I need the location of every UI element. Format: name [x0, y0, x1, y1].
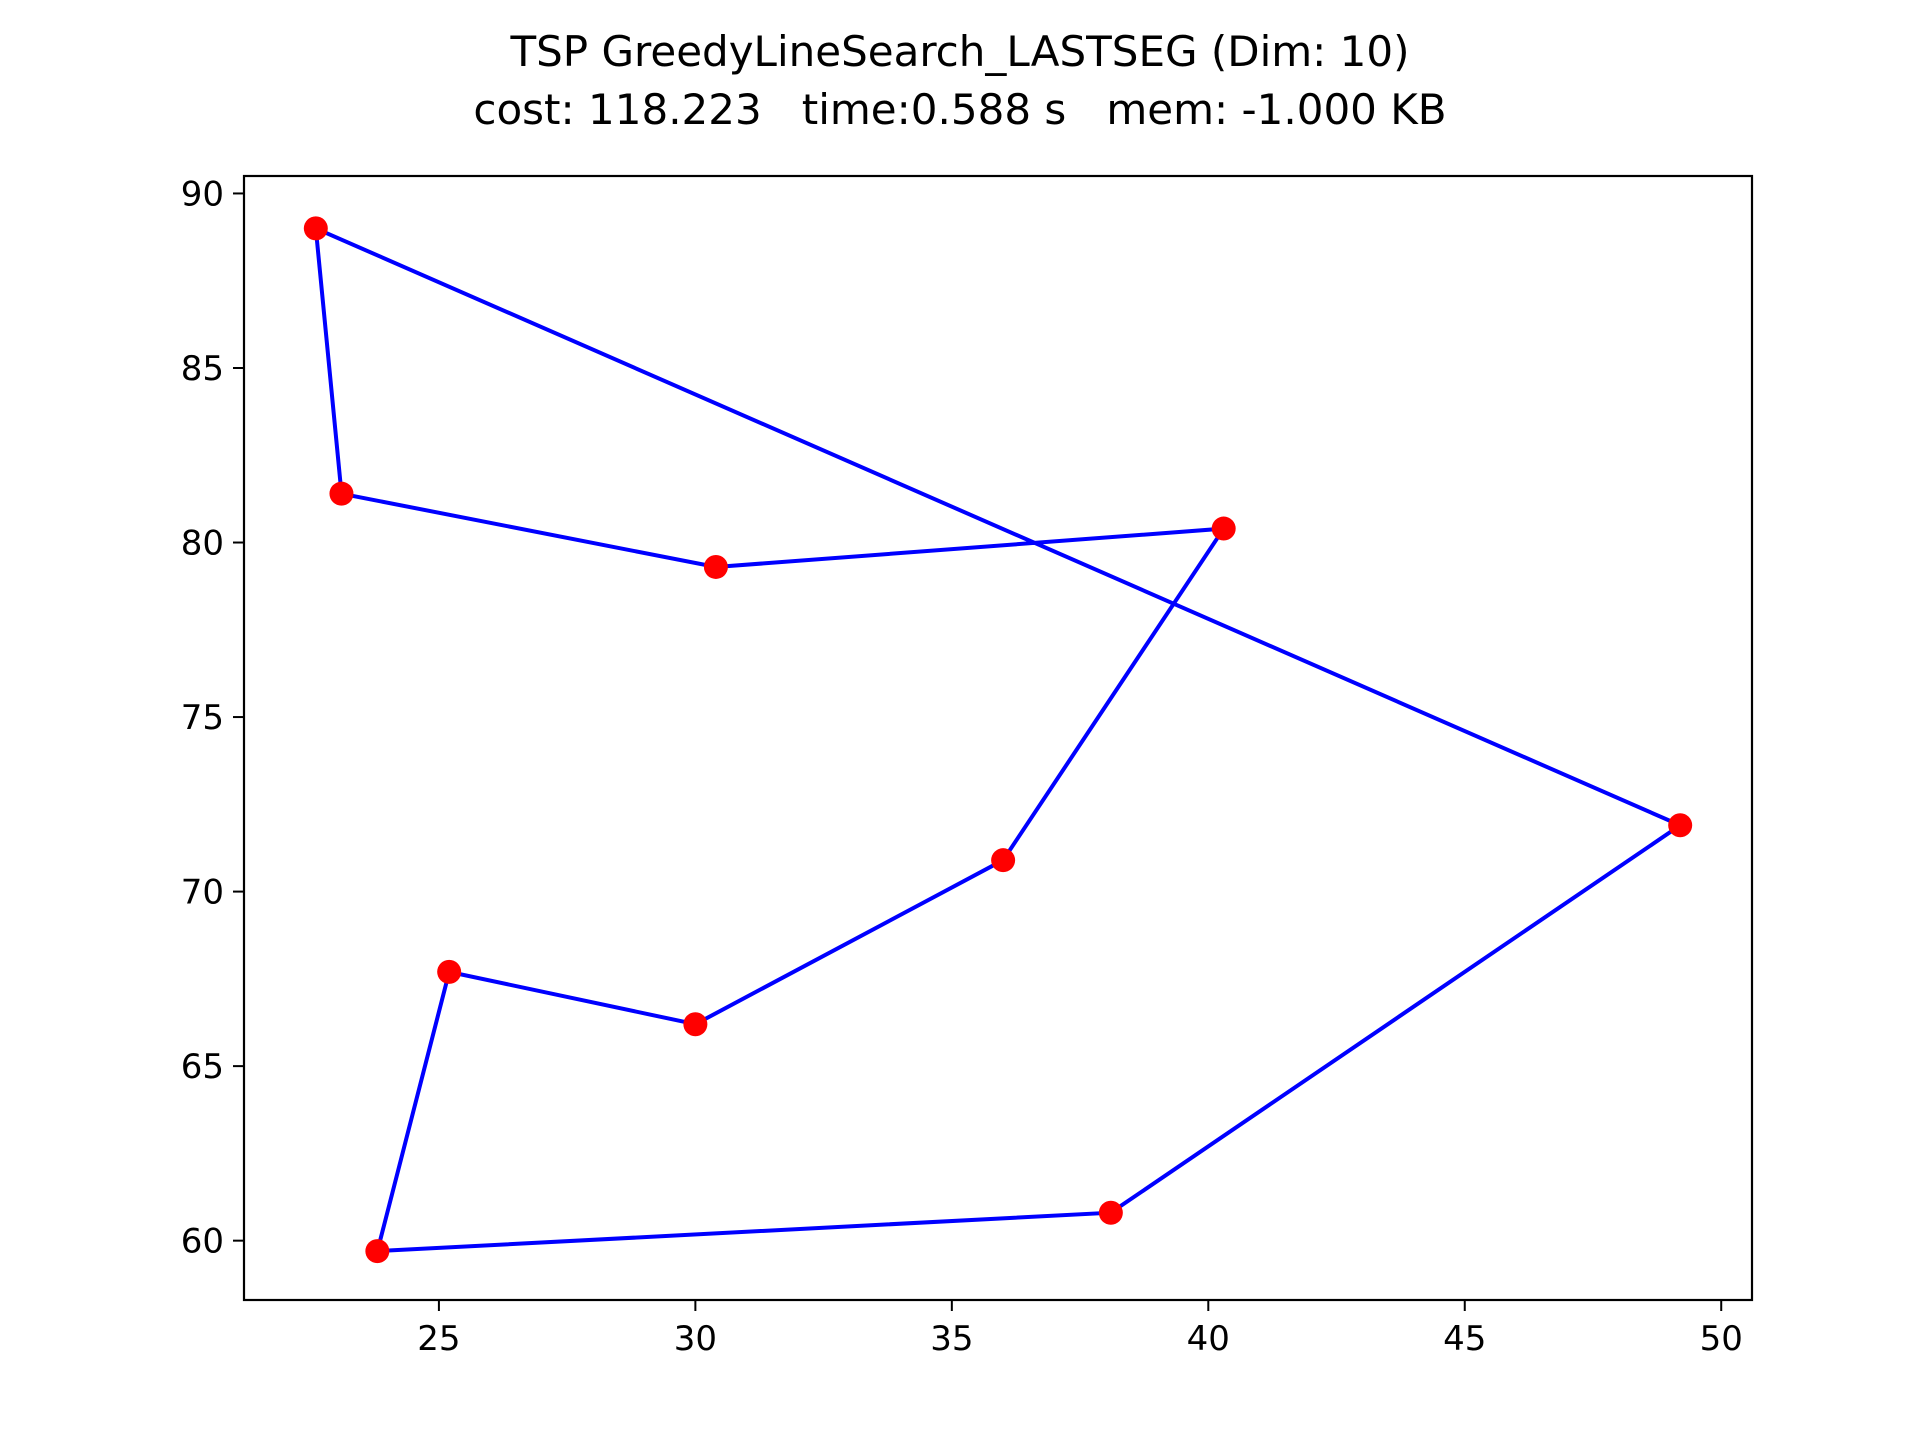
city-point-1	[303, 216, 328, 241]
y-tick-label: 60	[181, 1222, 224, 1262]
city-point-5	[991, 848, 1016, 873]
city-point-2	[329, 481, 354, 506]
city-point-9	[1098, 1200, 1123, 1225]
y-tick-label: 90	[181, 174, 224, 214]
x-tick-label: 40	[1187, 1319, 1230, 1359]
x-tick-label: 25	[417, 1319, 460, 1359]
city-point-10	[1668, 813, 1693, 838]
y-tick-label: 85	[181, 349, 224, 389]
city-points-layer	[303, 216, 1693, 1264]
plot-frame	[242, 174, 1754, 1302]
city-point-6	[683, 1012, 708, 1037]
city-point-7	[437, 959, 462, 984]
y-tick-label: 70	[181, 873, 224, 913]
city-point-8	[365, 1239, 390, 1264]
x-tick-label: 30	[674, 1319, 717, 1359]
y-tick-label: 75	[181, 698, 224, 738]
city-point-3	[703, 554, 728, 579]
y-tick-label: 65	[181, 1047, 224, 1087]
y-axis: 60 65 70 75 80 85 90	[181, 174, 244, 1262]
x-tick-label: 50	[1700, 1319, 1743, 1359]
x-tick-label: 35	[930, 1319, 973, 1359]
chart-subtitle: cost: 118.223 time:0.588 s mem: -1.000 K…	[473, 85, 1446, 134]
chart-title: TSP GreedyLineSearch_LASTSEG (Dim: 10)	[509, 27, 1409, 76]
x-tick-label: 45	[1443, 1319, 1486, 1359]
tour-path-layer	[313, 226, 1685, 1254]
x-axis: 25 30 35 40 45 50	[417, 1300, 1743, 1359]
y-tick-label: 80	[181, 524, 224, 564]
tour-line	[313, 226, 1685, 1254]
city-point-4	[1211, 516, 1236, 541]
